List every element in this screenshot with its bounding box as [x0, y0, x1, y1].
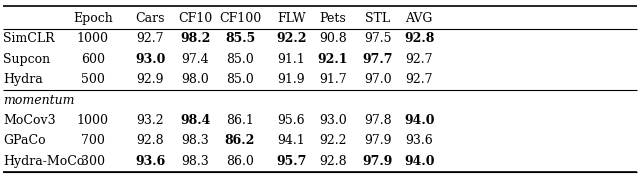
Text: 92.7: 92.7 [406, 53, 433, 66]
Text: 94.1: 94.1 [277, 134, 305, 147]
Text: 92.2: 92.2 [276, 32, 307, 45]
Text: AVG: AVG [406, 12, 433, 25]
Text: 93.6: 93.6 [135, 155, 166, 168]
Text: 98.4: 98.4 [180, 114, 211, 127]
Text: 98.3: 98.3 [181, 134, 209, 147]
Text: 98.0: 98.0 [181, 73, 209, 86]
Text: 93.6: 93.6 [405, 134, 433, 147]
Text: 92.7: 92.7 [406, 73, 433, 86]
Text: 97.7: 97.7 [362, 53, 393, 66]
Text: Epoch: Epoch [73, 12, 113, 25]
Text: FLW: FLW [277, 12, 305, 25]
Text: 91.1: 91.1 [277, 53, 305, 66]
Text: 85.0: 85.0 [226, 73, 254, 86]
Text: 86.1: 86.1 [226, 114, 254, 127]
Text: CF10: CF10 [178, 12, 212, 25]
Text: 86.0: 86.0 [226, 155, 254, 168]
Text: 85.0: 85.0 [226, 53, 254, 66]
Text: 92.2: 92.2 [319, 134, 346, 147]
Text: 92.7: 92.7 [137, 32, 164, 45]
Text: 97.9: 97.9 [364, 134, 391, 147]
Text: 500: 500 [81, 73, 105, 86]
Text: 92.8: 92.8 [404, 32, 435, 45]
Text: 91.9: 91.9 [277, 73, 305, 86]
Text: STL: STL [365, 12, 390, 25]
Text: 300: 300 [81, 155, 105, 168]
Text: 92.9: 92.9 [137, 73, 164, 86]
Text: Cars: Cars [136, 12, 165, 25]
Text: 86.2: 86.2 [225, 134, 255, 147]
Text: 93.2: 93.2 [136, 114, 164, 127]
Text: 90.8: 90.8 [319, 32, 347, 45]
Text: 1000: 1000 [77, 32, 109, 45]
Text: 97.5: 97.5 [364, 32, 391, 45]
Text: GPaCo: GPaCo [3, 134, 46, 147]
Text: 97.8: 97.8 [364, 114, 392, 127]
Text: SimCLR: SimCLR [3, 32, 55, 45]
Text: 92.8: 92.8 [136, 134, 164, 147]
Text: 85.5: 85.5 [225, 32, 255, 45]
Text: 97.4: 97.4 [181, 53, 209, 66]
Text: 97.9: 97.9 [362, 155, 393, 168]
Text: Hydra: Hydra [3, 73, 43, 86]
Text: 98.2: 98.2 [180, 32, 211, 45]
Text: 93.0: 93.0 [319, 114, 347, 127]
Text: 98.3: 98.3 [181, 155, 209, 168]
Text: 97.0: 97.0 [364, 73, 392, 86]
Text: CF100: CF100 [219, 12, 261, 25]
Text: 91.7: 91.7 [319, 73, 347, 86]
Text: MoCov3: MoCov3 [3, 114, 56, 127]
Text: 95.6: 95.6 [277, 114, 305, 127]
Text: Pets: Pets [319, 12, 346, 25]
Text: 700: 700 [81, 134, 105, 147]
Text: Hydra-MoCo: Hydra-MoCo [3, 155, 84, 168]
Text: 600: 600 [81, 53, 105, 66]
Text: Supcon: Supcon [3, 53, 51, 66]
Text: 92.8: 92.8 [319, 155, 347, 168]
Text: 92.1: 92.1 [317, 53, 348, 66]
Text: 94.0: 94.0 [404, 155, 435, 168]
Text: 1000: 1000 [77, 114, 109, 127]
Text: 93.0: 93.0 [135, 53, 166, 66]
Text: 95.7: 95.7 [276, 155, 307, 168]
Text: momentum: momentum [3, 93, 75, 107]
Text: 94.0: 94.0 [404, 114, 435, 127]
